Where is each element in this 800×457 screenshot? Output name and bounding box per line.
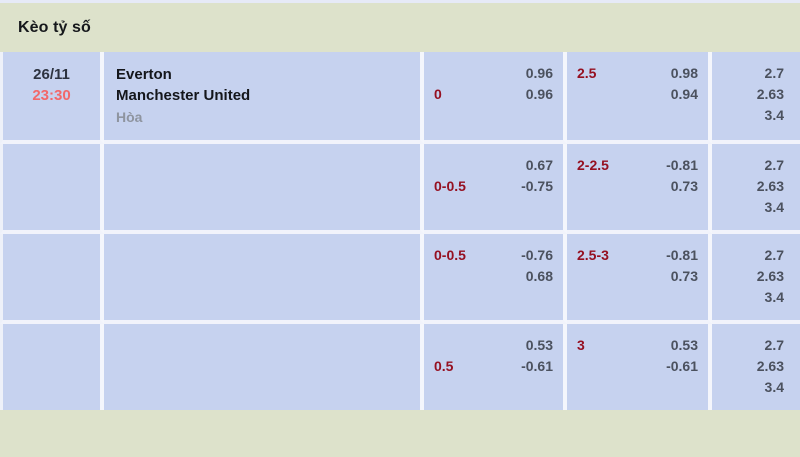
under-odd[interactable]: 0.94 (670, 86, 698, 102)
over-under-cell-row2[interactable]: 2-2.5 -0.81 2-2.5 0.73 (567, 143, 712, 234)
section-title: Kèo tỷ số (18, 18, 91, 36)
odd-1x2-away[interactable]: 3.4 (764, 378, 784, 395)
odd-1x2-home[interactable]: 2.7 (764, 156, 784, 173)
odd-1x2-draw[interactable]: 2.63 (756, 357, 784, 374)
match-time-cell-empty (0, 233, 104, 324)
handicap-away-odd[interactable]: -0.75 (521, 177, 553, 194)
under-line[interactable]: 2-2.5 0.73 (577, 176, 698, 197)
under-line[interactable]: 2.5-3 0.73 (577, 266, 698, 287)
over-odd[interactable]: -0.81 (666, 246, 698, 263)
over-under-line-value: 2.5 (577, 65, 597, 81)
table-row[interactable]: 0-0.5 0.67 0-0.5 -0.75 2-2.5 -0.81 (0, 143, 800, 234)
odd-1x2-draw[interactable]: 2.63 (756, 267, 784, 284)
table-row[interactable]: 0-0.5 -0.76 0-0.5 0.68 2.5-3 -0.81 (0, 233, 800, 324)
over-odd[interactable]: 0.98 (670, 65, 698, 81)
odd-1x2-home[interactable]: 2.7 (764, 336, 784, 353)
over-line[interactable]: 2-2.5 -0.81 (577, 155, 698, 176)
over-line[interactable]: 3 0.53 (577, 335, 698, 356)
handicap-away-odd[interactable]: 0.68 (525, 267, 553, 284)
over-under-cell-row4[interactable]: 3 0.53 3 -0.61 (567, 323, 712, 410)
draw-label: Hòa (116, 108, 143, 125)
handicap-away-odd[interactable]: 0.96 (525, 86, 553, 102)
over-line[interactable]: 2.5 0.98 (577, 63, 698, 84)
handicap-home-odd[interactable]: 0.96 (525, 65, 553, 81)
handicap-line-value: 0.5 (434, 357, 454, 374)
odd-1x2-away[interactable]: 3.4 (764, 107, 784, 123)
over-under-cell-row3[interactable]: 2.5-3 -0.81 2.5-3 0.73 (567, 233, 712, 324)
odds-1x2-cell-row3[interactable]: 2.7 2.63 3.4 (712, 233, 800, 324)
handicap-home-line[interactable]: 0-0.5 -0.76 (434, 245, 553, 266)
odd-1x2-home[interactable]: 2.7 (764, 246, 784, 263)
handicap-home-line[interactable]: 0 0.96 (434, 63, 553, 84)
handicap-away-line[interactable]: 0 0.96 (434, 84, 553, 105)
over-under-cell-row1[interactable]: 2.5 0.98 2.5 0.94 (567, 52, 712, 144)
match-teams-cell-empty (104, 143, 424, 234)
under-odd[interactable]: 0.73 (670, 267, 698, 284)
odds-table-body: 26/11 23:30 Everton Manchester United Hò… (0, 52, 800, 410)
handicap-away-line[interactable]: 0-0.5 0.68 (434, 266, 553, 287)
over-under-line-value: 3 (577, 336, 585, 353)
table-row[interactable]: 26/11 23:30 Everton Manchester United Hò… (0, 52, 800, 144)
home-team-name: Everton (116, 66, 172, 83)
handicap-line-value: 0-0.5 (434, 177, 466, 194)
match-teams-cell: Everton Manchester United Hòa (104, 52, 424, 144)
table-row[interactable]: 0.5 0.53 0.5 -0.61 3 0.53 (0, 323, 800, 410)
under-odd[interactable]: 0.73 (670, 177, 698, 194)
odd-1x2-away[interactable]: 3.4 (764, 288, 784, 305)
away-team-name: Manchester United (116, 87, 251, 105)
over-odd[interactable]: -0.81 (666, 156, 698, 173)
match-time-cell-empty (0, 143, 104, 234)
odds-1x2-cell-row1[interactable]: 2.7 2.63 3.4 (712, 52, 800, 144)
handicap-away-line[interactable]: 0.5 -0.61 (434, 356, 553, 377)
match-time-cell: 26/11 23:30 (0, 52, 104, 144)
section-header: Kèo tỷ số (0, 0, 800, 52)
odds-1x2-cell-row2[interactable]: 2.7 2.63 3.4 (712, 143, 800, 234)
odd-1x2-away[interactable]: 3.4 (764, 198, 784, 215)
over-under-line-value: 2.5-3 (577, 246, 609, 263)
handicap-cell-row1[interactable]: 0 0.96 0 0.96 (424, 52, 567, 144)
handicap-cell-row2[interactable]: 0-0.5 0.67 0-0.5 -0.75 (424, 143, 567, 234)
odd-1x2-draw[interactable]: 2.63 (756, 86, 784, 102)
handicap-line-value: 0 (434, 86, 442, 102)
odd-1x2-draw[interactable]: 2.63 (756, 177, 784, 194)
match-kickoff-time: 23:30 (32, 87, 71, 105)
over-odd[interactable]: 0.53 (670, 336, 698, 353)
handicap-cell-row3[interactable]: 0-0.5 -0.76 0-0.5 0.68 (424, 233, 567, 324)
under-line[interactable]: 2.5 0.94 (577, 84, 698, 105)
match-time-cell-empty (0, 323, 104, 410)
odds-table: 26/11 23:30 Everton Manchester United Hò… (0, 52, 800, 410)
handicap-home-line[interactable]: 0-0.5 0.67 (434, 155, 553, 176)
handicap-home-odd[interactable]: 0.53 (525, 336, 553, 353)
over-line[interactable]: 2.5-3 -0.81 (577, 245, 698, 266)
match-teams-cell-empty (104, 233, 424, 324)
over-under-line-value: 2-2.5 (577, 156, 609, 173)
match-date: 26/11 (33, 66, 70, 83)
under-line[interactable]: 3 -0.61 (577, 356, 698, 377)
handicap-line-value: 0-0.5 (434, 246, 466, 263)
handicap-home-line[interactable]: 0.5 0.53 (434, 335, 553, 356)
handicap-away-odd[interactable]: -0.61 (521, 357, 553, 374)
under-odd[interactable]: -0.61 (666, 357, 698, 374)
handicap-home-odd[interactable]: -0.76 (521, 246, 553, 263)
handicap-away-line[interactable]: 0-0.5 -0.75 (434, 176, 553, 197)
handicap-home-odd[interactable]: 0.67 (525, 156, 553, 173)
odd-1x2-home[interactable]: 2.7 (764, 65, 784, 81)
handicap-cell-row4[interactable]: 0.5 0.53 0.5 -0.61 (424, 323, 567, 410)
match-teams-cell-empty (104, 323, 424, 410)
odds-1x2-cell-row4[interactable]: 2.7 2.63 3.4 (712, 323, 800, 410)
